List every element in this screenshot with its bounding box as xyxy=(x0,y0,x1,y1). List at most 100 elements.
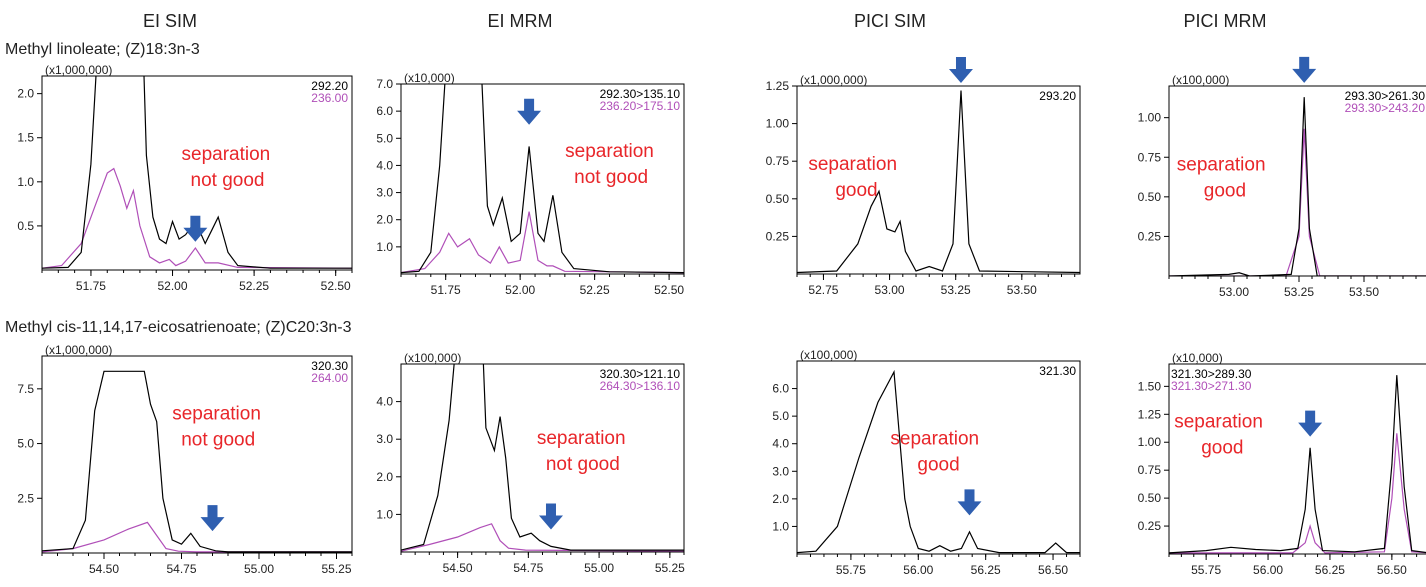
y-tick-label: 1.5 xyxy=(17,131,34,145)
x-tick-label: 52.50 xyxy=(321,279,351,293)
y-tick-label: 0.75 xyxy=(1138,150,1162,164)
y-multiplier-label: (x10,000) xyxy=(404,71,455,85)
annotation-line-1: good xyxy=(1204,181,1246,202)
y-tick-label: 0.50 xyxy=(1138,491,1162,505)
x-tick-label: 53.00 xyxy=(875,283,905,297)
x-tick-label: 52.75 xyxy=(808,283,838,297)
row-label-eicosatrienoate: Methyl cis-11,14,17-eicosatrienoate; (Z)… xyxy=(5,319,352,336)
y-multiplier-label: (x1,000,000) xyxy=(45,63,112,77)
x-tick-label: 54.50 xyxy=(89,562,119,576)
peak-arrow xyxy=(200,505,225,532)
plot-frame xyxy=(400,363,685,553)
column-title-ei-sim: EI SIM xyxy=(143,11,197,31)
y-tick-label: 4.0 xyxy=(376,158,393,172)
y-tick-label: 6.0 xyxy=(376,104,393,118)
x-tick-label: 56.50 xyxy=(1038,563,1068,577)
x-tick-label: 56.50 xyxy=(1377,563,1407,577)
legend-entry-0: 293.30>261.30 xyxy=(1345,89,1426,103)
y-tick-label: 7.0 xyxy=(376,77,393,91)
y-tick-label: 1.50 xyxy=(1138,379,1162,393)
peak-arrow xyxy=(538,503,563,530)
annotation-line-1: not good xyxy=(181,429,255,450)
y-tick-label: 1.25 xyxy=(766,79,790,93)
x-tick-label: 54.75 xyxy=(166,562,196,576)
x-tick-label: 53.50 xyxy=(1007,283,1037,297)
y-tick-label: 1.0 xyxy=(772,519,789,533)
y-tick-label: 2.0 xyxy=(376,470,393,484)
annotation-line-0: separation xyxy=(890,429,979,450)
y-tick-label: 0.50 xyxy=(1138,190,1162,204)
x-tick-label: 53.00 xyxy=(1219,285,1249,299)
plot-frame xyxy=(41,75,353,271)
series-line-1 xyxy=(42,167,352,269)
y-tick-label: 4.0 xyxy=(772,437,789,451)
chart-panel-1-2: (x100,000) 1.0 2.0 3.0 4.0 5.0 6.0 55.75 56.00 56… xyxy=(772,348,1081,577)
y-multiplier-label: (x1,000,000) xyxy=(800,73,867,87)
series-line-1 xyxy=(401,523,684,552)
annotation-line-0: separation xyxy=(1177,155,1266,176)
x-tick-label: 52.50 xyxy=(654,283,684,297)
y-tick-label: 3.0 xyxy=(376,186,393,200)
x-tick-label: 52.25 xyxy=(239,279,269,293)
plot-frame xyxy=(796,85,1081,275)
y-tick-label: 5.0 xyxy=(17,437,34,451)
series-line-1 xyxy=(1169,128,1426,276)
y-tick-label: 6.0 xyxy=(772,382,789,396)
annotation-line-0: separation xyxy=(537,428,626,449)
chart-panel-1-3: (x10,000) 0.25 0.50 0.75 1.00 1.25 1.50 55.75 56… xyxy=(1138,351,1426,577)
plot-frame xyxy=(796,360,1081,555)
x-tick-label: 55.00 xyxy=(244,562,274,576)
series-line-0 xyxy=(401,84,684,274)
annotation-line-1: good xyxy=(1201,438,1243,459)
annotation-line-1: not good xyxy=(574,167,648,188)
y-multiplier-label: (x100,000) xyxy=(800,348,857,362)
annotation-line-0: separation xyxy=(172,403,261,424)
legend-entry-1: 264.30>136.10 xyxy=(600,379,681,393)
column-title-pici-mrm: PICI MRM xyxy=(1184,11,1267,31)
y-tick-label: 1.00 xyxy=(1138,111,1162,125)
series-line-0 xyxy=(797,369,1080,554)
x-tick-label: 55.75 xyxy=(836,563,866,577)
legend-entry-0: 321.30>289.30 xyxy=(1171,367,1252,381)
legend-entry-0: 321.30 xyxy=(1039,364,1076,378)
x-tick-label: 51.75 xyxy=(431,283,461,297)
legend-entry-0: 292.20 xyxy=(311,79,348,93)
x-tick-label: 53.25 xyxy=(1284,285,1314,299)
y-tick-label: 1.00 xyxy=(766,117,790,131)
peak-arrow xyxy=(948,56,973,83)
y-tick-label: 0.25 xyxy=(766,229,790,243)
y-tick-label: 2.0 xyxy=(376,213,393,227)
plot-frame xyxy=(41,355,353,554)
series-line-0 xyxy=(42,370,352,553)
annotation-line-0: separation xyxy=(808,154,897,175)
chart-panel-0-2: (x1,000,000) 0.25 0.50 0.75 1.00 1.25 52.75 53.… xyxy=(766,56,1081,297)
x-tick-label: 55.25 xyxy=(321,562,351,576)
annotation-line-1: good xyxy=(917,455,959,476)
y-multiplier-label: (x1,000,000) xyxy=(45,343,112,357)
column-titles: EI SIM EI MRM PICI SIM PICI MRM xyxy=(143,11,1267,31)
x-tick-label: 55.00 xyxy=(584,561,614,575)
x-tick-label: 56.25 xyxy=(1315,563,1345,577)
y-tick-label: 0.75 xyxy=(766,154,790,168)
annotation-line-1: good xyxy=(835,180,877,201)
legend-entry-1: 264.00 xyxy=(311,371,348,385)
x-tick-label: 56.00 xyxy=(1253,563,1283,577)
chart-grid: (x1,000,000) 0.5 1.0 1.5 2.0 51.75 52.00 52.25 5… xyxy=(17,56,1426,577)
series-line-0 xyxy=(401,364,684,551)
x-tick-label: 56.25 xyxy=(971,563,1001,577)
x-tick-label: 54.50 xyxy=(443,561,473,575)
y-tick-label: 1.0 xyxy=(376,507,393,521)
y-tick-label: 1.25 xyxy=(1138,407,1162,421)
legend-entry-0: 293.20 xyxy=(1039,89,1076,103)
series-line-0 xyxy=(1169,97,1426,276)
series-line-1 xyxy=(401,211,684,274)
column-title-ei-mrm: EI MRM xyxy=(488,11,553,31)
x-tick-label: 52.25 xyxy=(580,283,610,297)
x-tick-label: 52.00 xyxy=(158,279,188,293)
y-tick-label: 3.0 xyxy=(376,432,393,446)
y-tick-label: 4.0 xyxy=(376,395,393,409)
y-tick-label: 5.0 xyxy=(772,409,789,423)
chart-panel-0-1: (x10,000) 1.0 2.0 3.0 4.0 5.0 6.0 7.0 51.75 52.00… xyxy=(376,71,685,297)
y-multiplier-label: (x100,000) xyxy=(404,351,461,365)
